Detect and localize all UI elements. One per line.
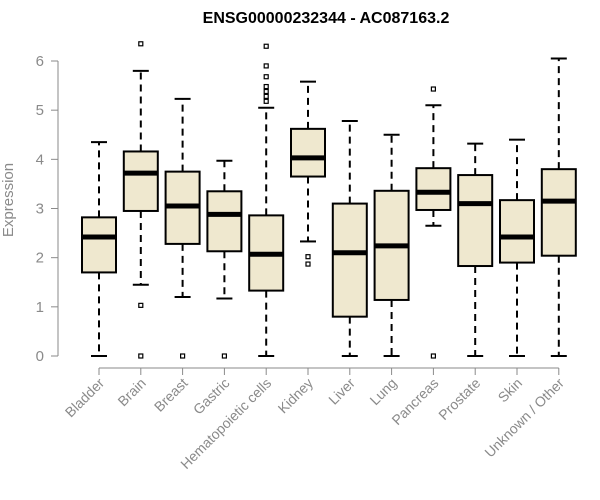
- outlier-point: [180, 353, 186, 359]
- x-tick-label: Brain: [114, 375, 148, 409]
- iqr-box: [122, 150, 159, 212]
- outlier-point: [430, 86, 436, 92]
- box-hematopoietic-cells: [248, 43, 285, 357]
- outlier-point: [263, 98, 269, 104]
- y-tick-label: 4: [36, 151, 44, 168]
- outlier-point: [263, 83, 269, 90]
- outlier-point: [263, 74, 269, 80]
- y-tick-label: 3: [36, 201, 44, 218]
- outlier-point: [138, 41, 144, 47]
- x-tick-label: Bladder: [62, 375, 108, 421]
- iqr-box: [457, 174, 494, 268]
- y-axis: 0 1 2 3 4 5 6: [36, 53, 59, 365]
- x-tick-label: Kidney: [275, 375, 317, 417]
- iqr-box: [415, 167, 452, 211]
- outlier-point: [305, 261, 311, 267]
- iqr-box: [81, 216, 117, 274]
- outlier-point: [221, 353, 227, 359]
- outlier-point: [263, 63, 269, 69]
- outlier-point: [138, 302, 144, 308]
- box-brain: [122, 41, 159, 359]
- box-kidney: [290, 80, 326, 267]
- outlier-point: [263, 93, 269, 100]
- x-tick-label: Prostate: [435, 375, 483, 423]
- iqr-box: [290, 127, 326, 178]
- box-bladder: [81, 141, 117, 357]
- x-tick-label: Lung: [366, 375, 399, 408]
- box-prostate: [457, 142, 494, 357]
- box-lung: [373, 133, 410, 357]
- x-tick-label: Breast: [151, 375, 191, 415]
- x-tick-label: Unknown / Other: [481, 375, 567, 461]
- box-gastric: [206, 159, 243, 359]
- outlier-point: [138, 353, 144, 359]
- x-tick-label: Skin: [495, 375, 526, 406]
- box-unknown-other: [540, 57, 577, 357]
- y-tick-label: 5: [36, 102, 44, 119]
- iqr-box: [331, 202, 368, 318]
- y-tick-label: 0: [36, 348, 44, 365]
- iqr-box: [499, 199, 535, 264]
- y-axis-label: Expression: [0, 163, 17, 237]
- outlier-point: [263, 43, 269, 49]
- box-breast: [164, 97, 201, 359]
- x-tick-label: Liver: [325, 375, 358, 408]
- box-pancreas: [415, 86, 452, 359]
- chart-title: ENSG00000232344 - AC087163.2: [203, 10, 450, 27]
- box-skin: [499, 138, 535, 357]
- outlier-point: [263, 88, 269, 95]
- iqr-box: [540, 168, 577, 257]
- y-tick-label: 2: [36, 250, 44, 267]
- box-liver: [331, 119, 368, 357]
- boxes-group: [81, 41, 577, 359]
- outlier-point: [430, 353, 436, 359]
- y-tick-label: 6: [36, 53, 44, 70]
- outlier-point: [305, 254, 311, 260]
- y-tick-label: 1: [36, 299, 44, 316]
- iqr-box: [206, 190, 243, 253]
